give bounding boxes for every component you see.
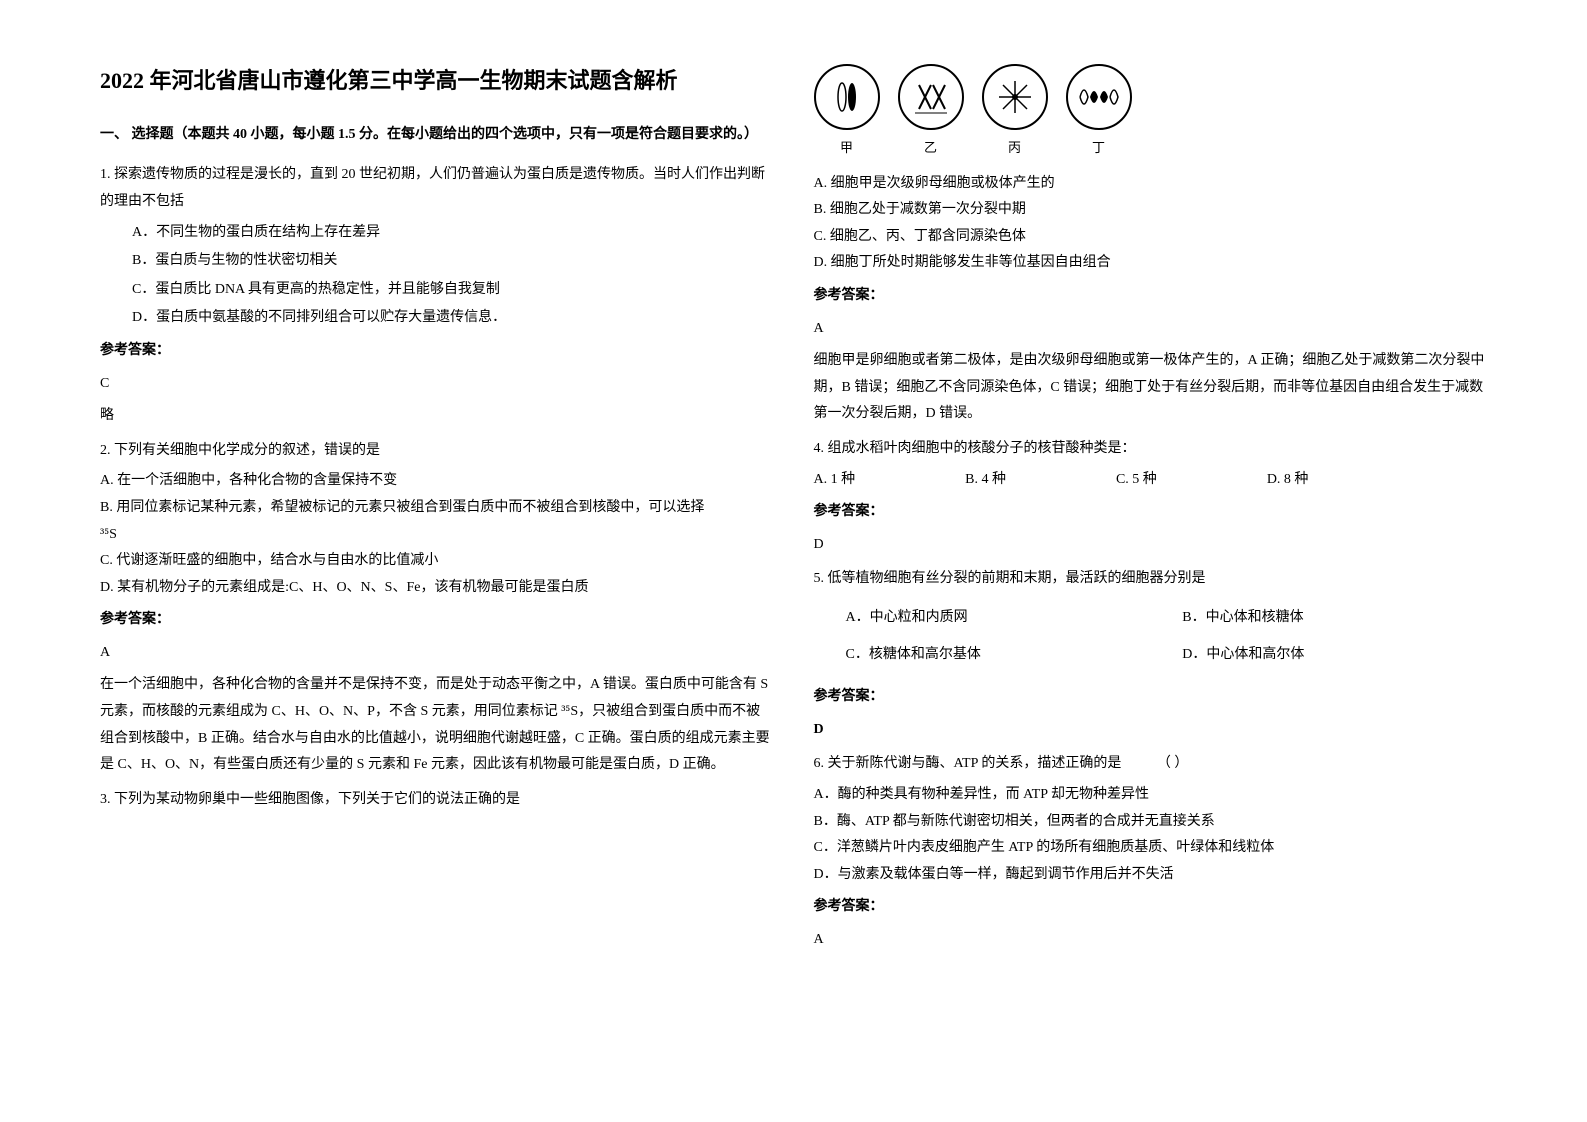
q5-options-2: C．核糖体和高尔基体 D．中心体和高尔体 bbox=[814, 642, 1488, 671]
cell-a-icon bbox=[832, 77, 862, 117]
q3-explain: 细胞甲是卵细胞或者第二极体，是由次级卵母细胞或第一极体产生的，A 正确；细胞乙处… bbox=[814, 348, 1488, 428]
q3-option-a: A. 细胞甲是次级卵母细胞或极体产生的 bbox=[814, 171, 1488, 198]
cell-a: 甲 bbox=[814, 64, 880, 161]
q6-text: 6. 关于新陈代谢与酶、ATP 的关系，描述正确的是 bbox=[814, 756, 1122, 771]
cell-c-icon bbox=[993, 75, 1037, 119]
q3-option-b: B. 细胞乙处于减数第一次分裂中期 bbox=[814, 197, 1488, 224]
q2-option-c: C. 代谢逐渐旺盛的细胞中，结合水与自由水的比值减小 bbox=[100, 548, 774, 575]
q4-option-b: B. 4 种 bbox=[965, 467, 1006, 494]
q6-option-d: D．与激素及载体蛋白等一样，酶起到调节作用后并不失活 bbox=[814, 862, 1488, 889]
question-4: 4. 组成水稻叶肉细胞中的核酸分子的核苷酸种类是： A. 1 种 B. 4 种 … bbox=[814, 436, 1488, 558]
q2-explain: 在一个活细胞中，各种化合物的含量并不是保持不变，而是处于动态平衡之中，A 错误。… bbox=[100, 672, 774, 778]
q5-options: A．中心粒和内质网 B．中心体和核糖体 bbox=[814, 605, 1488, 634]
cell-c: 丙 bbox=[982, 64, 1048, 161]
q4-answer-label: 参考答案： bbox=[814, 499, 1488, 526]
cell-a-label: 甲 bbox=[840, 136, 853, 161]
q1-text: 1. 探索遗传物质的过程是漫长的，直到 20 世纪初期，人们仍普遍认为蛋白质是遗… bbox=[100, 162, 774, 215]
q4-answer: D bbox=[814, 532, 1488, 559]
q2-answer: A bbox=[100, 640, 774, 667]
q1-option-c: C．蛋白质比 DNA 具有更高的热稳定性，并且能够自我复制 bbox=[100, 277, 774, 304]
q1-option-a: A．不同生物的蛋白质在结构上存在差异 bbox=[100, 220, 774, 247]
q6-answer-label: 参考答案： bbox=[814, 894, 1488, 921]
cell-b-circle bbox=[898, 64, 964, 130]
q1-answer: C bbox=[100, 371, 774, 398]
question-6: 6. 关于新陈代谢与酶、ATP 的关系，描述正确的是 （ ） A．酶的种类具有物… bbox=[814, 751, 1488, 953]
question-3: 3. 下列为某动物卵巢中一些细胞图像，下列关于它们的说法正确的是 bbox=[100, 787, 774, 814]
question-5: 5. 低等植物细胞有丝分裂的前期和末期，最活跃的细胞器分别是 A．中心粒和内质网… bbox=[814, 566, 1488, 743]
q2-option-a: A. 在一个活细胞中，各种化合物的含量保持不变 bbox=[100, 468, 774, 495]
q3-answer: A bbox=[814, 316, 1488, 343]
cell-a-circle bbox=[814, 64, 880, 130]
q4-options: A. 1 种 B. 4 种 C. 5 种 D. 8 种 bbox=[814, 467, 1488, 494]
cell-d: 丁 bbox=[1066, 64, 1132, 161]
q3-option-d: D. 细胞丁所处时期能够发生非等位基因自由组合 bbox=[814, 250, 1488, 277]
q5-option-a: A．中心粒和内质网 bbox=[814, 605, 1151, 632]
cell-b-icon bbox=[911, 77, 951, 117]
question-1: 1. 探索遗传物质的过程是漫长的，直到 20 世纪初期，人们仍普遍认为蛋白质是遗… bbox=[100, 162, 774, 429]
q2-text: 2. 下列有关细胞中化学成分的叙述，错误的是 bbox=[100, 438, 774, 465]
q2-option-b2: ³⁵S bbox=[100, 522, 774, 549]
q4-option-d: D. 8 种 bbox=[1267, 467, 1309, 494]
q6-option-b: B．酶、ATP 都与新陈代谢密切相关，但两者的合成并无直接关系 bbox=[814, 809, 1488, 836]
q6-option-a: A．酶的种类具有物种差异性，而 ATP 却无物种差异性 bbox=[814, 782, 1488, 809]
q5-answer: D bbox=[814, 717, 1488, 744]
q3-answer-label: 参考答案： bbox=[814, 283, 1488, 310]
cell-c-label: 丙 bbox=[1008, 136, 1021, 161]
q5-text: 5. 低等植物细胞有丝分裂的前期和末期，最活跃的细胞器分别是 bbox=[814, 566, 1488, 593]
cell-b-label: 乙 bbox=[924, 136, 937, 161]
cell-d-label: 丁 bbox=[1092, 136, 1105, 161]
q4-option-a: A. 1 种 bbox=[814, 467, 856, 494]
q5-option-c: C．核糖体和高尔基体 bbox=[814, 642, 1151, 669]
section-header: 一、 选择题（本题共 40 小题，每小题 1.5 分。在每小题给出的四个选项中，… bbox=[100, 122, 774, 149]
q1-explain: 略 bbox=[100, 403, 774, 430]
q6-option-c: C．洋葱鳞片叶内表皮细胞产生 ATP 的场所有细胞质基质、叶绿体和线粒体 bbox=[814, 835, 1488, 862]
q1-option-b: B．蛋白质与生物的性状密切相关 bbox=[100, 248, 774, 275]
question-2: 2. 下列有关细胞中化学成分的叙述，错误的是 A. 在一个活细胞中，各种化合物的… bbox=[100, 438, 774, 779]
q5-option-d: D．中心体和高尔体 bbox=[1150, 642, 1487, 669]
cell-d-icon bbox=[1074, 75, 1124, 119]
right-column: 甲 乙 bbox=[794, 60, 1508, 1062]
q3-option-c: C. 细胞乙、丙、丁都含同源染色体 bbox=[814, 224, 1488, 251]
cell-diagram-row: 甲 乙 bbox=[814, 64, 1488, 161]
q5-answer-label: 参考答案： bbox=[814, 684, 1488, 711]
q2-option-b: B. 用同位素标记某种元素，希望被标记的元素只被组合到蛋白质中而不被组合到核酸中… bbox=[100, 495, 774, 522]
q6-text-row: 6. 关于新陈代谢与酶、ATP 的关系，描述正确的是 （ ） bbox=[814, 751, 1488, 778]
q1-option-d: D．蛋白质中氨基酸的不同排列组合可以贮存大量遗传信息． bbox=[100, 305, 774, 332]
cell-b: 乙 bbox=[898, 64, 964, 161]
left-column: 2022 年河北省唐山市遵化第三中学高一生物期末试题含解析 一、 选择题（本题共… bbox=[80, 60, 794, 1062]
q1-answer-label: 参考答案： bbox=[100, 338, 774, 365]
q2-option-d: D. 某有机物分子的元素组成是:C、H、O、N、S、Fe，该有机物最可能是蛋白质 bbox=[100, 575, 774, 602]
q4-text: 4. 组成水稻叶肉细胞中的核酸分子的核苷酸种类是： bbox=[814, 436, 1488, 463]
q4-option-c: C. 5 种 bbox=[1116, 467, 1157, 494]
cell-d-circle bbox=[1066, 64, 1132, 130]
q2-answer-label: 参考答案： bbox=[100, 607, 774, 634]
q6-paren: （ ） bbox=[1157, 756, 1189, 771]
q6-answer: A bbox=[814, 927, 1488, 954]
cell-c-circle bbox=[982, 64, 1048, 130]
q3-text: 3. 下列为某动物卵巢中一些细胞图像，下列关于它们的说法正确的是 bbox=[100, 787, 774, 814]
page-title: 2022 年河北省唐山市遵化第三中学高一生物期末试题含解析 bbox=[100, 60, 774, 102]
q5-option-b: B．中心体和核糖体 bbox=[1150, 605, 1487, 632]
